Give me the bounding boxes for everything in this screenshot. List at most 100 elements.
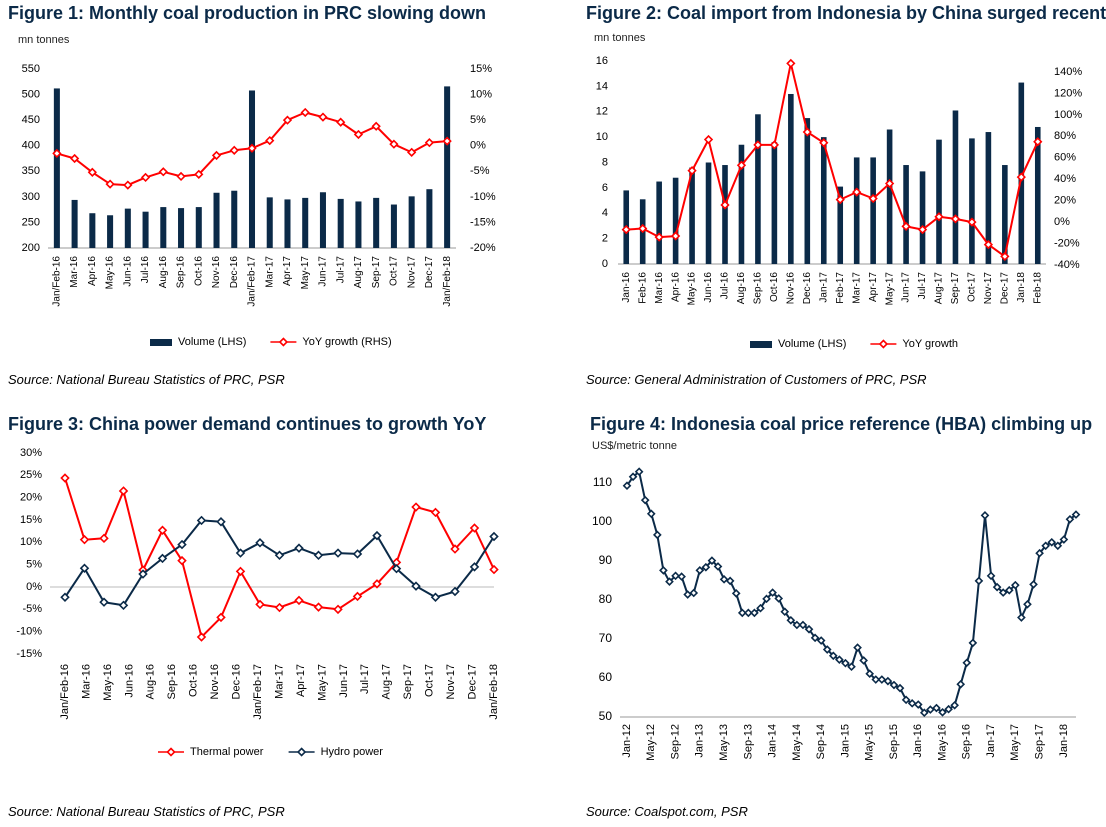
fig4-hba-point	[671, 571, 680, 581]
fig2-yoy-point	[917, 224, 928, 235]
fig1-y2tick: 5%	[470, 114, 486, 126]
fig2-xtick: Nov-17	[983, 272, 994, 305]
fig2-xtick: Apr-17	[868, 272, 879, 302]
fig2-y2tick: 100%	[1054, 109, 1082, 121]
fig3-ytick: -10%	[16, 626, 42, 638]
figure-1-unit: mn tonnes	[18, 34, 70, 46]
legend-label-1: Hydro power	[321, 746, 384, 758]
fig4-hba-point	[950, 700, 959, 710]
fig2-bar	[985, 132, 992, 264]
fig4-xtick: May-14	[791, 724, 803, 761]
fig2-xtick: Mar-16	[654, 272, 665, 304]
fig2-y2tick: 120%	[1054, 87, 1082, 99]
fig2-ytick: 12	[596, 106, 608, 118]
fig4-hba-point	[1029, 580, 1038, 589]
fig2-bar	[771, 142, 778, 264]
fig4-hba-point	[1047, 537, 1057, 547]
fig4-hba-point	[634, 467, 644, 477]
fig1-yoy-point	[176, 171, 186, 182]
fig1-ytick: 400	[22, 140, 40, 152]
fig1-yoy-point	[442, 136, 452, 146]
fig3-ytick: 25%	[20, 469, 42, 481]
fig1-bar	[426, 189, 433, 248]
fig1-y2tick: -20%	[470, 242, 496, 254]
fig4-hba-point	[1035, 548, 1044, 558]
fig1-xtick: Jun-17	[318, 256, 329, 287]
fig4-hba-point	[859, 656, 868, 665]
fig1-bar	[319, 192, 326, 248]
fig3-point-hydro	[450, 586, 460, 597]
fig3-xtick: Jan/Feb-16	[59, 664, 71, 720]
fig1-yoy-point	[123, 180, 133, 190]
fig3-point-hydro	[274, 550, 285, 561]
fig2-bar	[820, 137, 827, 264]
fig4-xtick: Jan-15	[839, 724, 851, 758]
fig2-ytick: 16	[596, 55, 608, 67]
fig4-hba-point	[956, 679, 966, 689]
fig4-hba-point	[695, 566, 705, 575]
fig4-hba-point	[798, 620, 808, 630]
fig4-hba-point	[737, 608, 747, 618]
fig2-yoy-point	[884, 178, 895, 189]
figure-1-source: Source: National Bureau Statistics of PR…	[8, 372, 285, 387]
fig4-hba-point	[762, 594, 771, 604]
fig2-ytick: 6	[602, 182, 608, 194]
fig1-bar	[373, 197, 380, 248]
fig3-xtick: Aug-16	[145, 664, 157, 699]
fig1-yoy-point	[229, 145, 239, 155]
fig1-bar	[160, 207, 167, 248]
fig4-hba-point	[786, 615, 796, 625]
fig3-point-hydro	[216, 517, 226, 527]
fig1-xtick: Jan/Feb-16	[52, 256, 63, 307]
fig4-hba-point	[780, 607, 790, 617]
fig4-hba-point	[659, 566, 668, 575]
fig4-hba-point	[683, 590, 693, 599]
fig1-y2tick: -10%	[470, 191, 496, 203]
fig3-ytick: -5%	[22, 603, 42, 615]
fig1-yoy-point	[105, 179, 115, 189]
fig4-hba-point	[998, 588, 1008, 597]
fig1-xtick: Jul-16	[140, 256, 151, 284]
fig3-ytick: 20%	[20, 492, 42, 504]
fig4-ytick: 70	[599, 631, 613, 645]
fig2-yoy-point	[1016, 172, 1026, 182]
fig3-point-hydro	[469, 562, 480, 572]
legend-label-0: Thermal power	[190, 746, 264, 758]
fig2-bar	[886, 129, 893, 264]
fig4-ytick: 90	[599, 553, 613, 567]
fig3-point-thermal	[450, 544, 460, 554]
legend-swatch-0	[150, 339, 172, 346]
fig1-yoy-point	[194, 169, 204, 179]
fig3-point-thermal	[372, 579, 382, 589]
fig2-bar	[689, 167, 695, 264]
fig1-y2tick: 0%	[470, 140, 486, 152]
fig2-xtick: Jul-16	[720, 272, 731, 300]
fig4-ytick: 100	[592, 514, 612, 528]
fig1-ytick: 200	[22, 242, 40, 254]
fig1-bar	[355, 201, 362, 248]
fig2-xtick: Jul-17	[917, 272, 928, 300]
legend-label-0: Volume (LHS)	[778, 338, 846, 350]
fig2-y2tick: 140%	[1054, 66, 1082, 78]
fig1-bar	[124, 208, 131, 248]
fig3-ytick: 30%	[20, 447, 42, 459]
fig1-xtick: Nov-17	[406, 256, 417, 289]
fig3-xtick: Dec-17	[466, 664, 478, 699]
fig3-point-thermal	[118, 486, 129, 496]
fig4-hba-point	[871, 675, 881, 684]
fig2-yoy-point	[753, 140, 763, 150]
fig3-point-hydro	[430, 592, 441, 603]
fig4-hba-point	[962, 658, 972, 668]
fig2-y2tick: -40%	[1054, 259, 1080, 271]
fig1-bar	[178, 208, 185, 248]
fig2-ytick: 2	[602, 233, 608, 245]
fig4-hba-point	[1017, 613, 1026, 622]
fig3-point-hydro	[138, 569, 148, 579]
fig2-yoy-point	[934, 212, 944, 222]
fig3-point-thermal	[274, 602, 285, 613]
fig2-xtick: Jan-18	[1016, 272, 1027, 303]
fig1-bar	[408, 196, 415, 248]
fig4-hba-point	[883, 676, 893, 686]
fig3-xtick: Mar-16	[80, 664, 92, 699]
fig4-hba-point	[725, 576, 735, 586]
